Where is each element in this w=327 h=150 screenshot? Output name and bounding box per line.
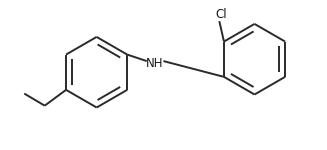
Text: NH: NH [146, 57, 164, 70]
Text: Cl: Cl [215, 8, 227, 21]
